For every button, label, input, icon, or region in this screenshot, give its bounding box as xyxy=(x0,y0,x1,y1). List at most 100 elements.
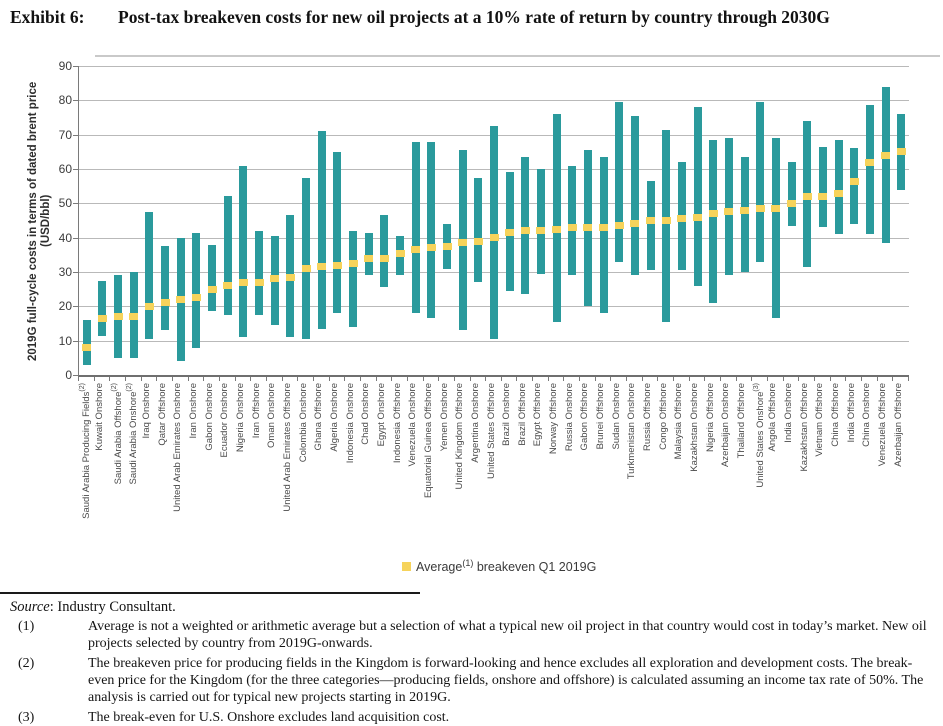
average-marker xyxy=(458,239,468,247)
range-bar xyxy=(818,146,827,228)
average-marker xyxy=(740,206,750,214)
x-category-label: India Offshore xyxy=(845,383,857,443)
x-category-label: India Onshore xyxy=(783,383,795,443)
x-tick-mark xyxy=(579,377,581,381)
average-marker xyxy=(176,295,186,303)
average-marker xyxy=(473,237,483,245)
x-category-label: Brazil Onshore xyxy=(501,383,513,446)
footnotes: (1) Average is not a weighted or arithme… xyxy=(10,618,937,726)
plot-area xyxy=(78,66,909,377)
x-category-label: Ghana Offshore xyxy=(313,383,325,451)
x-category-label: Brazil Offshore xyxy=(516,383,528,446)
x-tick-mark xyxy=(814,377,816,381)
x-tick-mark xyxy=(391,377,393,381)
range-bar xyxy=(208,244,217,312)
average-marker xyxy=(661,217,671,224)
average-marker xyxy=(144,302,154,310)
range-bar xyxy=(255,230,264,315)
x-tick-mark xyxy=(78,377,79,381)
y-tick-label: 10 xyxy=(58,333,72,348)
average-marker xyxy=(536,227,546,235)
average-marker xyxy=(865,158,875,166)
footnote-marker: (2) xyxy=(18,656,35,671)
x-category-label: United Arab Emirates Offshore xyxy=(281,383,293,512)
x-category-label: Russia Offshore xyxy=(642,383,654,451)
average-marker xyxy=(614,222,624,230)
x-tick-mark xyxy=(93,377,95,381)
x-tick-mark xyxy=(485,377,487,381)
range-bar xyxy=(333,151,342,314)
legend-label-sup: (1) xyxy=(462,558,474,568)
y-tick-label: 40 xyxy=(58,230,72,245)
exhibit-header: Exhibit 6: Post-tax breakeven costs for … xyxy=(10,6,930,29)
x-category-label: Egypt Onshore xyxy=(375,383,387,447)
range-bar xyxy=(223,196,232,315)
gridline xyxy=(79,66,909,67)
range-bar xyxy=(630,115,639,276)
average-marker xyxy=(223,282,233,290)
x-category-label: Malaysia Offshore xyxy=(673,383,685,460)
gridline xyxy=(79,340,909,342)
x-category-label: Kazakhstan Onshore xyxy=(689,383,701,472)
range-bar xyxy=(239,165,248,338)
x-category-label-sup: (2) xyxy=(79,383,87,392)
y-tick-mark xyxy=(73,100,78,102)
y-axis-title-container: 2019G full-cycle costs in terms of dated… xyxy=(20,66,60,375)
average-marker xyxy=(755,204,765,212)
average-marker xyxy=(442,242,452,250)
x-tick-mark xyxy=(688,377,690,381)
range-bar xyxy=(521,156,530,295)
x-tick-mark xyxy=(626,377,628,381)
y-tick-mark xyxy=(73,306,78,308)
range-bar xyxy=(787,162,796,226)
y-tick-mark xyxy=(73,272,78,273)
x-tick-mark xyxy=(234,377,236,381)
x-category-label: Qatar Offshore xyxy=(156,383,168,446)
y-tick-label: 90 xyxy=(58,59,72,73)
average-marker xyxy=(301,265,311,273)
range-bar xyxy=(693,107,702,286)
x-tick-mark xyxy=(610,377,612,381)
x-category-label: Venezuela Offshore xyxy=(877,383,888,467)
x-tick-mark xyxy=(312,377,314,381)
x-tick-mark xyxy=(156,377,158,381)
range-bar xyxy=(161,246,170,331)
range-bar xyxy=(364,232,373,276)
x-category-label: Iran Offshore xyxy=(250,383,262,439)
footnote-text: The break-even for U.S. Onshore excludes… xyxy=(88,710,450,725)
footnote-marker: (1) xyxy=(18,619,35,634)
x-category-label: Angola Offshore xyxy=(767,383,779,452)
x-tick-mark xyxy=(328,377,330,381)
x-category-label: Azerbaijan Offshore xyxy=(892,383,904,467)
x-category-label: United States Offshore xyxy=(485,383,497,479)
x-tick-mark xyxy=(657,377,659,381)
range-bar xyxy=(82,320,91,365)
y-tick-mark xyxy=(73,169,78,170)
x-category-label: Saudi Arabia Offshore(2) xyxy=(110,383,124,485)
x-tick-mark xyxy=(469,377,471,381)
x-category-label: China Onshore xyxy=(861,383,873,447)
x-category-label: Thailand Offshore xyxy=(736,383,748,459)
range-bar xyxy=(145,211,154,339)
x-tick-mark xyxy=(532,377,534,381)
average-marker xyxy=(364,254,374,262)
y-tick-mark xyxy=(73,134,78,136)
x-category-label: Nigeria Onshore xyxy=(234,383,246,453)
x-tick-mark xyxy=(829,377,831,381)
x-category-label: Sudan Onshore xyxy=(610,383,622,450)
source-text: : Industry Consultant. xyxy=(49,599,176,615)
average-marker xyxy=(82,344,92,352)
x-tick-mark xyxy=(735,377,737,381)
range-bar xyxy=(427,141,436,319)
range-bar xyxy=(599,156,608,314)
x-category-label: Chad Onshore xyxy=(360,383,372,445)
x-category-label: Russia Onshore xyxy=(563,383,575,452)
average-marker xyxy=(630,220,640,228)
source-divider xyxy=(0,592,420,594)
legend-label-prefix: Average xyxy=(416,560,463,575)
x-tick-mark xyxy=(641,377,643,381)
chart-title: Post-tax breakeven costs for new oil pro… xyxy=(118,7,830,27)
range-bar xyxy=(865,105,874,235)
x-tick-mark xyxy=(673,377,675,381)
x-category-label: Nigeria Offshore xyxy=(704,383,716,452)
